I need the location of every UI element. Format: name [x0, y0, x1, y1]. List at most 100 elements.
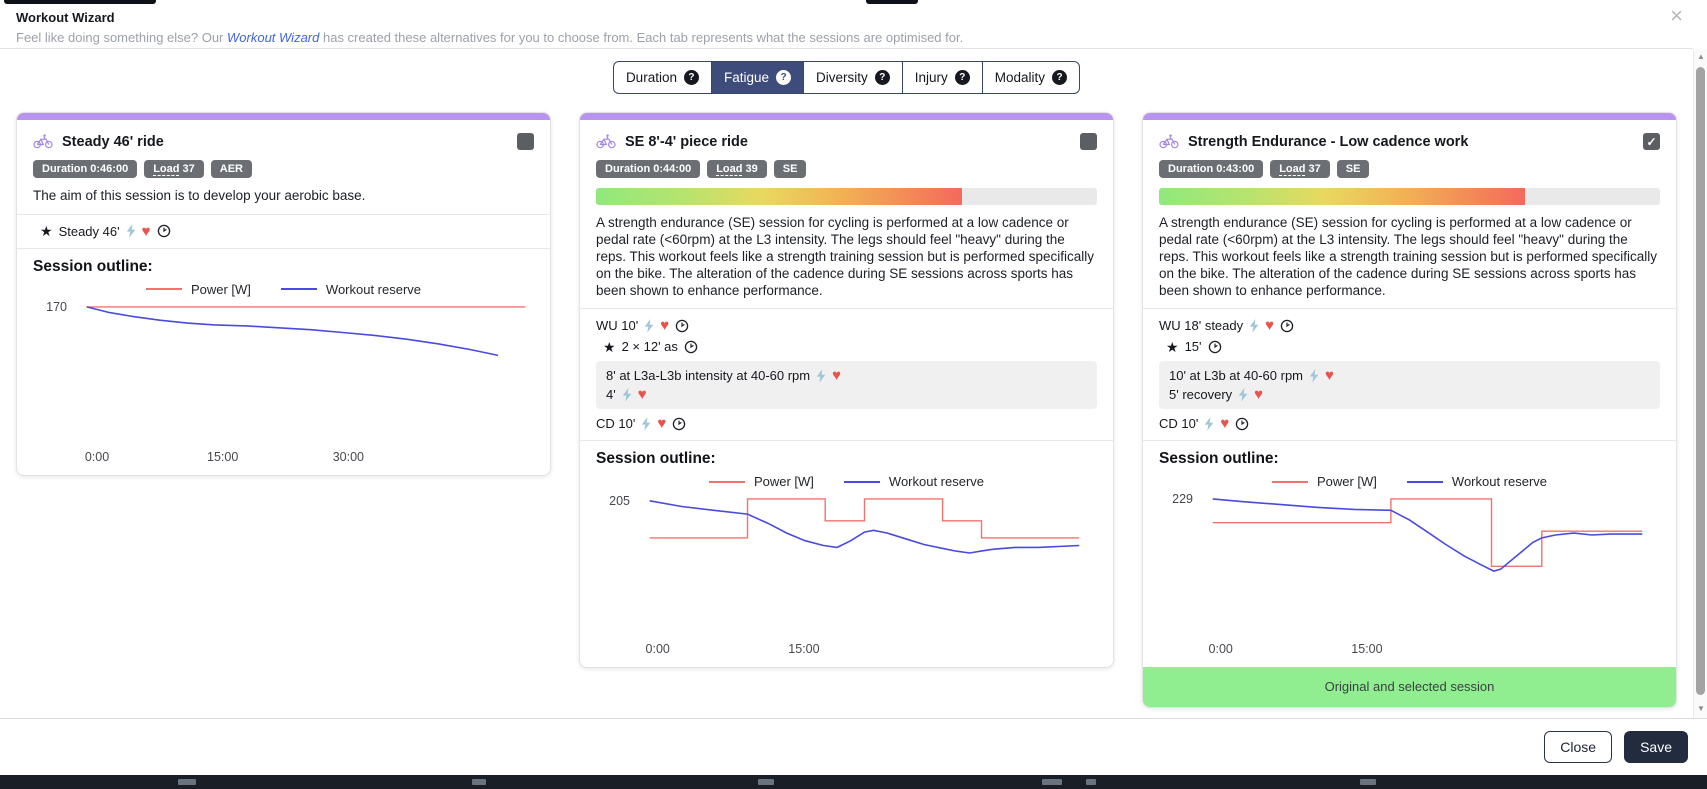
tab-injury[interactable]: Injury?	[901, 62, 982, 93]
x-axis-label: 15:00	[207, 450, 238, 464]
bolt-icon	[1249, 318, 1259, 333]
session-checkbox[interactable]	[517, 133, 534, 150]
help-icon[interactable]: ?	[1052, 70, 1068, 85]
tab-modality[interactable]: Modality?	[981, 62, 1079, 93]
legend-swatch	[843, 480, 880, 483]
legend-item: Workout reserve	[843, 474, 984, 489]
scroll-up-icon[interactable]: ▲	[1697, 52, 1705, 61]
scroll-down-icon[interactable]: ▼	[1697, 704, 1705, 713]
help-icon[interactable]: ?	[874, 70, 890, 85]
background-page-strip	[0, 775, 1707, 789]
heart-icon: ♥	[141, 222, 151, 240]
bolt-icon	[645, 318, 654, 333]
x-axis-label: 0:00	[85, 450, 109, 464]
badge: AER	[210, 160, 253, 178]
tab-diversity[interactable]: Diversity?	[803, 62, 902, 93]
bolt-icon	[816, 368, 826, 383]
x-axis-label: 0:00	[1209, 642, 1233, 656]
badge-row: Duration 0:44:00 Load 39 SE	[596, 160, 1097, 178]
step-text: 15'	[1184, 339, 1202, 355]
heart-icon: ♥	[832, 367, 842, 385]
step-row: ★ 2 × 12' as	[596, 336, 1097, 357]
session-checkbox[interactable]: ✓	[1643, 133, 1660, 150]
background-page-fragment	[1042, 779, 1062, 785]
legend-item: Power [W]	[145, 281, 251, 297]
series-workout-reserve	[1212, 498, 1643, 573]
step-list: WU 18' steady ♥ ★ 15' 10' at L3b at 40-60 rp…	[1159, 315, 1660, 434]
legend-label: Power [W]	[190, 281, 251, 297]
card-accent-bar	[17, 113, 550, 120]
divider	[1143, 308, 1676, 310]
y-axis-label: 205	[609, 494, 630, 508]
chart-legend: Power [W] Workout reserve	[596, 474, 1097, 489]
tab-fatigue[interactable]: Fatigue?	[710, 62, 803, 93]
interval-box: 8' at L3a-L3b intensity at 40-60 rpm ♥ 4' ♥	[596, 361, 1097, 410]
background-page-fragment	[472, 779, 486, 785]
bolt-icon	[126, 224, 135, 238]
legend-label: Workout reserve	[1451, 474, 1548, 490]
background-page-fragment	[1360, 779, 1376, 785]
step-row: WU 10' ♥	[596, 315, 1097, 336]
card-title: Steady 46' ride	[62, 133, 164, 150]
help-icon[interactable]: ?	[683, 70, 699, 85]
legend-item: Workout reserve	[280, 281, 422, 297]
step-text: 4'	[606, 387, 616, 403]
close-button[interactable]: Close	[1544, 731, 1613, 763]
background-page-fragment	[758, 779, 774, 785]
scrollbar[interactable]: ▲ ▼	[1693, 49, 1707, 718]
star-icon: ★	[40, 223, 53, 240]
heart-icon: ♥	[1220, 415, 1230, 433]
card-title: SE 8'-4' piece ride	[625, 133, 748, 150]
divider	[17, 213, 550, 215]
step-row: 4' ♥	[606, 385, 1087, 404]
step-list: WU 10' ♥ ★ 2 × 12' as 8' at L3a-L3b intensit…	[596, 315, 1097, 434]
session-outline-chart: 205 0:00 15:00	[609, 494, 1080, 656]
save-button[interactable]: Save	[1624, 731, 1688, 763]
session-outline-chart: 229 0:00 15:00	[1172, 492, 1643, 656]
badge-label: Load	[1279, 163, 1306, 175]
badge: SE	[1336, 160, 1370, 178]
close-icon[interactable]: ×	[1670, 3, 1683, 28]
scrollbar-thumb[interactable]	[1696, 67, 1705, 695]
subtitle-text: Feel like doing something else? Our	[16, 30, 228, 45]
legend-swatch	[1271, 480, 1308, 483]
tabs-row: Duration? Fatigue? Diversity? Injury? Mo…	[0, 61, 1693, 94]
x-axis-label: 0:00	[646, 642, 670, 656]
y-axis-label: 170	[46, 300, 67, 314]
heart-icon: ♥	[657, 415, 667, 433]
background-page-fragment	[1086, 779, 1096, 785]
workout-wizard-link[interactable]: Workout Wizard	[227, 30, 320, 45]
step-row: ★ Steady 46' ♥	[33, 221, 534, 242]
help-icon[interactable]: ?	[954, 70, 970, 85]
modal-subtitle: Feel like doing something else? Our Work…	[16, 30, 1654, 45]
divider	[580, 308, 1113, 310]
legend-swatch	[1406, 480, 1443, 483]
step-list: ★ Steady 46' ♥	[33, 221, 534, 242]
bolt-icon	[622, 387, 632, 402]
outline-heading: Session outline:	[33, 257, 153, 275]
cyclist-icon	[33, 134, 53, 149]
y-axis-label: 229	[1172, 492, 1193, 506]
session-checkbox[interactable]	[1080, 133, 1097, 150]
subtitle-text: has created these alternatives for you t…	[319, 30, 964, 45]
interval-box: 10' at L3b at 40-60 rpm ♥ 5' recovery ♥	[1159, 361, 1660, 410]
badge: Duration 0:46:00	[33, 160, 138, 178]
selected-session-banner: Original and selected session	[1143, 667, 1676, 708]
legend-label: Workout reserve	[325, 281, 422, 297]
legend-swatch	[145, 288, 182, 291]
step-row: CD 10' ♥	[1159, 413, 1660, 434]
tab-label: Injury	[914, 70, 948, 85]
session-card-strength-endurance: Strength Endurance - Low cadence work ✓ …	[1142, 112, 1677, 709]
clock-icon	[684, 340, 698, 354]
badge: SE	[773, 160, 807, 178]
modal-header: Workout Wizard Feel like doing something…	[0, 4, 1670, 45]
intensity-gradient-fill	[1159, 188, 1525, 205]
badge: Load 39	[707, 160, 767, 178]
step-text: WU 10'	[596, 318, 639, 334]
help-icon[interactable]: ?	[776, 70, 791, 85]
tab-duration[interactable]: Duration?	[614, 62, 711, 93]
legend-swatch	[708, 480, 745, 483]
session-card-steady-ride: Steady 46' ride Duration 0:46:00 Load 37 A…	[16, 112, 551, 476]
session-description: A strength endurance (SE) session for cy…	[1159, 215, 1657, 298]
divider	[580, 440, 1113, 442]
